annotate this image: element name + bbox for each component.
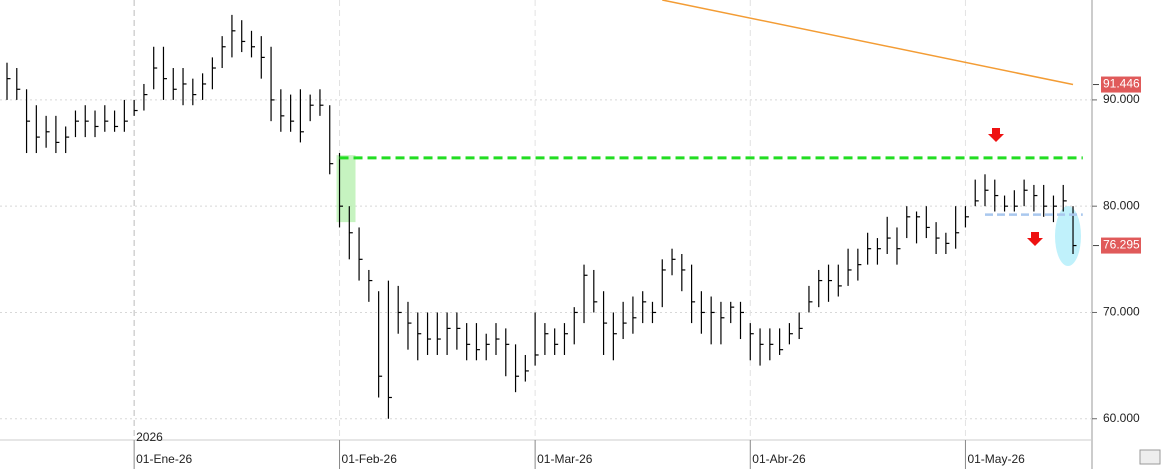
x-tick-label: 01-Feb-26 bbox=[342, 452, 398, 466]
price-tag bbox=[1101, 237, 1141, 254]
y-tick-label: 90.000 bbox=[1103, 92, 1140, 106]
trend-line bbox=[662, 0, 1074, 86]
scale-button[interactable] bbox=[1139, 449, 1161, 465]
x-tick-label: 01-Ene-26 bbox=[136, 452, 192, 466]
down-arrow bbox=[1027, 232, 1043, 246]
y-tick-label: 80.000 bbox=[1103, 198, 1140, 212]
highlight-ellipse bbox=[1055, 206, 1081, 266]
y-tick-label: 60.000 bbox=[1103, 411, 1140, 425]
highlight-box bbox=[336, 155, 356, 223]
x-tick-label: 01-Abr-26 bbox=[752, 452, 806, 466]
price-tag bbox=[1101, 76, 1141, 93]
y-tick-label: 70.000 bbox=[1103, 305, 1140, 319]
price-tag-label: 91.446 bbox=[1103, 77, 1140, 91]
price-tag-label: 76.295 bbox=[1103, 238, 1140, 252]
down-arrow bbox=[988, 128, 1004, 142]
x-tick-label: 01-May-26 bbox=[967, 452, 1025, 466]
x-tick-label: 01-Mar-26 bbox=[537, 452, 593, 466]
year-label: 2026 bbox=[136, 430, 163, 444]
